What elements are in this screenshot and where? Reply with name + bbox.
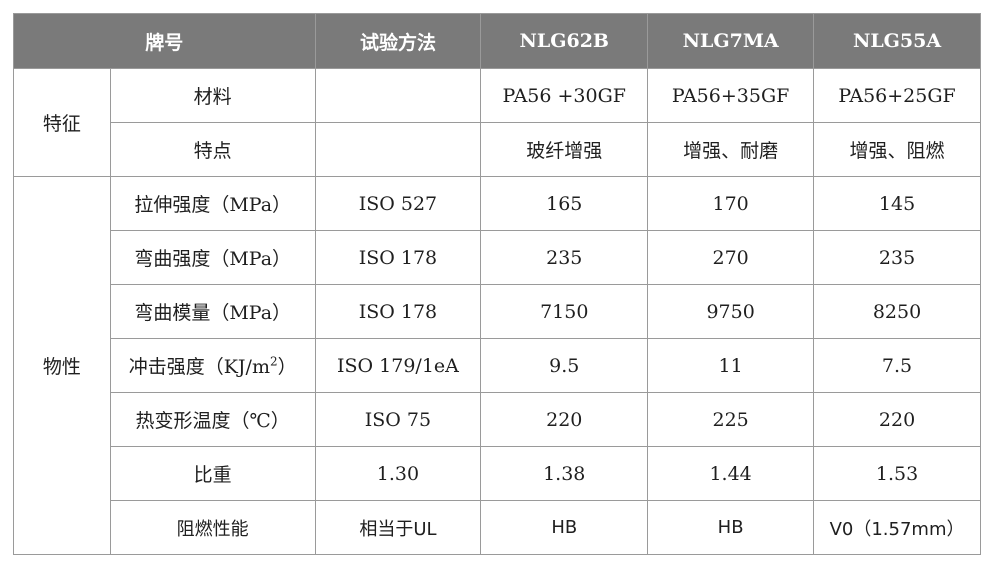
row-label: 拉伸强度（MPa） [109,176,316,231]
row-value-nlg7ma: 270 [647,230,815,285]
table-row: 比重 1.30 1.38 1.44 1.53 [14,446,981,501]
row-method [314,122,482,177]
row-value-nlg55a: PA56+25GF [813,68,981,123]
row-label-end: ） [277,356,297,378]
row-value-nlg62b: 1.38 [480,446,649,501]
group-properties: 物性 [13,176,111,555]
row-value-nlg62b: 7150 [480,284,649,339]
row-value-nlg62b: 220 [480,392,649,447]
row-value-nlg7ma: 170 [647,176,815,231]
row-method [314,68,482,123]
header-nlg7ma: NLG7MA [647,13,815,69]
row-value-nlg55a: 7.5 [813,338,981,393]
row-value-nlg7ma: 9750 [647,284,815,339]
row-label-superscript: 2 [269,354,278,369]
row-value-nlg62b: 235 [480,230,649,285]
row-value-nlg62b: 玻纤增强 [480,122,649,177]
table-row: 阻燃性能 相当于UL HB HB V0（1.57mm） [14,500,981,555]
table-row: 弯曲强度（MPa） ISO 178 235 270 235 [14,230,981,285]
row-method: 相当于UL [314,500,482,555]
row-value-nlg7ma: 增强、耐磨 [647,122,815,177]
header-brand: 牌号 [13,13,316,69]
row-value-nlg62b: HB [480,500,649,555]
header-method: 试验方法 [314,13,482,69]
row-value-nlg62b: PA56 +30GF [480,68,649,123]
row-value-nlg7ma: PA56+35GF [647,68,815,123]
table-row: 特征 材料 PA56 +30GF PA56+35GF PA56+25GF [13,68,981,177]
table-row: 弯曲模量（MPa） ISO 178 7150 9750 8250 [14,284,981,339]
row-label-text: 冲击强度（KJ/m [128,356,270,378]
row-method: ISO 178 [314,230,482,285]
row-method: 1.30 [314,446,482,501]
row-value-nlg7ma: 1.44 [647,446,815,501]
table-row: 特点 玻纤增强 增强、耐磨 增强、阻燃 [14,122,981,177]
row-value-nlg55a: V0（1.57mm） [813,500,981,555]
header-nlg55a: NLG55A [813,13,981,69]
row-method: ISO 527 [314,176,482,231]
row-label: 比重 [109,446,316,501]
group-features: 特征 [13,68,111,177]
table-row: 物性 拉伸强度（MPa） ISO 527 165 170 145 [13,176,981,555]
table-row: 热变形温度（℃） ISO 75 220 225 220 [14,392,981,447]
row-value-nlg7ma: HB [647,500,815,555]
row-value-nlg55a: 1.53 [813,446,981,501]
header-nlg62b: NLG62B [480,13,649,69]
header-row: 牌号 试验方法 NLG62B NLG7MA NLG55A [13,13,981,69]
row-value-nlg55a: 145 [813,176,981,231]
row-label: 弯曲模量（MPa） [109,284,316,339]
row-method: ISO 75 [314,392,482,447]
row-value-nlg7ma: 225 [647,392,815,447]
row-value-nlg55a: 8250 [813,284,981,339]
row-value-nlg55a: 220 [813,392,981,447]
row-label: 弯曲强度（MPa） [109,230,316,285]
row-label: 冲击强度（KJ/m2） [109,338,316,393]
row-method: ISO 179/1eA [314,338,482,393]
row-value-nlg55a: 235 [813,230,981,285]
row-value-nlg62b: 9.5 [480,338,649,393]
row-method: ISO 178 [314,284,482,339]
row-value-nlg62b: 165 [480,176,649,231]
row-label: 特点 [109,122,316,177]
row-value-nlg7ma: 11 [647,338,815,393]
row-label: 热变形温度（℃） [109,392,316,447]
row-label: 阻燃性能 [109,500,316,555]
table-row: 冲击强度（KJ/m2） ISO 179/1eA 9.5 11 7.5 [14,338,981,393]
spec-table: 牌号 试验方法 NLG62B NLG7MA NLG55A 特征 材料 PA56 … [13,13,981,555]
row-value-nlg55a: 增强、阻燃 [813,122,981,177]
row-label: 材料 [109,68,316,123]
